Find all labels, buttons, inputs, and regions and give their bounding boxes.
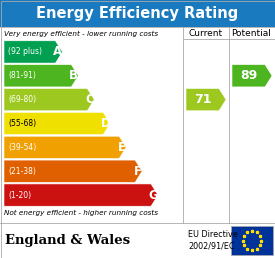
Text: (92 plus): (92 plus)	[8, 47, 42, 57]
Text: (81-91): (81-91)	[8, 71, 36, 80]
Polygon shape	[186, 88, 226, 111]
Text: E: E	[118, 141, 126, 154]
Polygon shape	[232, 65, 272, 87]
Text: C: C	[86, 93, 94, 106]
Text: Not energy efficient - higher running costs: Not energy efficient - higher running co…	[4, 210, 158, 216]
Text: F: F	[134, 165, 142, 178]
Text: (1-20): (1-20)	[8, 191, 31, 200]
Text: EU Directive
2002/91/EC: EU Directive 2002/91/EC	[188, 230, 238, 251]
Bar	[0, 27, 275, 223]
Bar	[231, 226, 273, 255]
Text: Potential: Potential	[232, 28, 271, 37]
Polygon shape	[4, 184, 158, 206]
Text: (21-38): (21-38)	[8, 167, 36, 176]
Polygon shape	[4, 112, 110, 135]
Polygon shape	[4, 136, 126, 158]
Text: (39-54): (39-54)	[8, 143, 36, 152]
Text: D: D	[101, 117, 111, 130]
Polygon shape	[4, 41, 62, 63]
Text: England & Wales: England & Wales	[5, 234, 130, 247]
Text: B: B	[69, 69, 78, 82]
Bar	[0, 0, 275, 27]
Text: G: G	[148, 189, 158, 201]
Text: 89: 89	[240, 69, 257, 82]
Text: 71: 71	[194, 93, 211, 106]
Text: (55-68): (55-68)	[8, 119, 36, 128]
Text: A: A	[53, 45, 62, 58]
Polygon shape	[4, 65, 78, 87]
Text: Very energy efficient - lower running costs: Very energy efficient - lower running co…	[4, 31, 158, 37]
Polygon shape	[4, 160, 142, 182]
Polygon shape	[4, 88, 94, 111]
Text: (69-80): (69-80)	[8, 95, 36, 104]
Text: Energy Efficiency Rating: Energy Efficiency Rating	[36, 6, 239, 21]
Text: Current: Current	[189, 28, 223, 37]
